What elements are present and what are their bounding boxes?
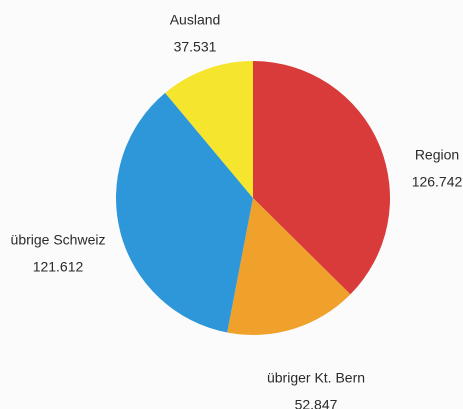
slice-label: Ausland xyxy=(170,12,221,28)
pie-slice xyxy=(116,92,253,333)
slice-value: 52.847 xyxy=(295,397,338,409)
slice-label: Region xyxy=(415,147,459,163)
slice-value: 37.531 xyxy=(174,39,217,55)
slice-value: 126.742 xyxy=(412,174,463,190)
pie-slice xyxy=(165,61,253,198)
slice-label: übriger Kt. Bern xyxy=(267,370,365,386)
pie-slice xyxy=(253,61,390,295)
slice-value: 121.612 xyxy=(33,259,84,275)
pie-slice xyxy=(227,198,351,335)
slice-label: übrige Schweiz xyxy=(11,232,106,248)
